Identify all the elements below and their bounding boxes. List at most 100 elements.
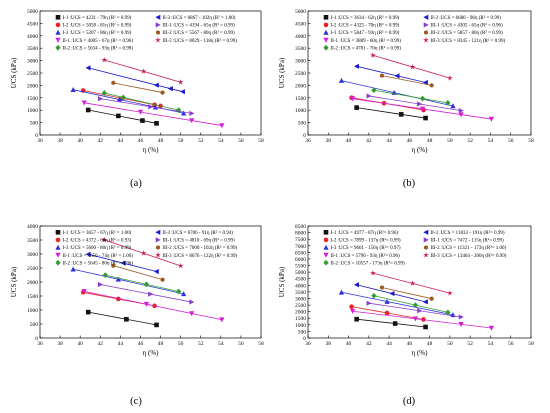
y-tick-label: 3500: [27, 46, 38, 52]
legend-marker: [323, 37, 329, 43]
data-point: [458, 322, 464, 328]
legend-marker: [323, 22, 329, 28]
x-tick-label: 58: [528, 341, 534, 347]
y-tick-label: 500: [298, 329, 307, 335]
y-tick-label: 1500: [27, 294, 38, 300]
data-point: [389, 290, 395, 297]
data-point: [488, 116, 495, 122]
data-point: [369, 270, 376, 276]
legend-item-iii-1: III-1 :UCS = 4305 - 65η (R² = 0.96): [423, 22, 503, 29]
legend-item-ii-3: II-3 :UCS = 11833 - 191η (R²= 0.99): [423, 229, 505, 236]
data-point: [394, 73, 400, 79]
y-tick-label: 4000: [295, 34, 306, 40]
fit-line: [113, 82, 163, 93]
x-tick-label: 36: [305, 341, 311, 347]
data-point: [148, 291, 154, 297]
legend-label: II-3 :UCS = 6867 - 102η (R² = 1.00): [163, 15, 236, 21]
data-point: [111, 263, 116, 268]
legend-label: II-2 :UCS = 10557 - 173η (R²= 0.99): [331, 260, 406, 266]
y-tick-label: 2500: [295, 303, 306, 309]
fit-line: [88, 311, 157, 326]
data-point: [458, 314, 464, 320]
legend-item-ii-3: II-3 :UCS = 6706 - 91η (R² = 0.94): [155, 229, 233, 236]
y-tick-label: 1500: [295, 96, 306, 102]
data-point: [423, 115, 428, 121]
y-tick-label: 4500: [295, 277, 306, 283]
legend-item-iii-3: III-3 :UCS = 8676 - 122η (R² = 0.99): [155, 252, 237, 259]
y-axis-label: UCS (kPa): [278, 57, 286, 88]
y-axis-label: UCS (kPa): [278, 266, 286, 297]
legend-item-i-3: I-3 :UCS = 9601 - 156η (R²= 0.97): [323, 244, 401, 251]
y-tick-label: 5000: [295, 9, 306, 15]
series-i-3: [338, 289, 456, 318]
data-point: [354, 316, 359, 322]
legend-label: I-3 :UCS = 5207 - 86η (R² = 0.99): [63, 30, 132, 36]
y-tick-label: 6000: [295, 257, 306, 263]
fit-line: [73, 268, 184, 295]
legend: I-1 :UCS = 3657 - 67η (R² = 1.00) I-2 :UC…: [55, 229, 237, 266]
x-tick-label: 50: [447, 341, 453, 347]
series-i-3: [70, 266, 187, 297]
legend-marker: [323, 230, 329, 235]
data-point: [189, 299, 195, 305]
x-tick-label: 58: [528, 138, 534, 144]
data-point: [70, 266, 76, 272]
data-point: [81, 289, 87, 295]
y-tick-label: 1500: [27, 96, 38, 102]
data-point: [423, 324, 428, 330]
y-tick-label: 8500: [295, 224, 306, 230]
data-point: [140, 250, 147, 256]
data-point: [176, 107, 182, 114]
legend-label: I-1 :UCS = 4231 - 79η (R² = 0.99): [63, 15, 132, 21]
data-point: [101, 90, 107, 96]
y-tick-label: 0: [35, 336, 38, 342]
legend-marker: [55, 29, 61, 35]
legend-marker: [323, 252, 329, 258]
x-tick-label: 40: [346, 341, 352, 347]
legend-label: I-2 :UCS = 5058 - 81η (R² = 0.99): [63, 23, 132, 29]
legend-marker: [423, 229, 429, 235]
data-point: [179, 89, 185, 95]
legend-marker: [323, 44, 329, 51]
x-tick-label: 54: [488, 341, 494, 347]
plot-frame: [307, 10, 532, 136]
data-point: [417, 101, 423, 107]
data-point: [353, 63, 359, 69]
legend-item-iii-1: III-1 :UCS = 4810 - 69η (R² = 0.99): [155, 237, 235, 244]
legend-item-ii-1: II-1 :UCS = 3889 - 60η (R² = 0.99): [323, 37, 401, 44]
chart-panel-4: 36 38 40 42 44 46 48 50 52 54 56 58 0500100015002000…: [278, 224, 534, 407]
x-tick-label: 40: [346, 138, 352, 144]
data-point: [349, 304, 354, 309]
data-point: [412, 316, 419, 322]
legend-label: II-2 :UCS = 4781 - 70η (R² = 0.99): [331, 45, 402, 51]
chart-panel-3: 36 38 40 42 44 46 48 50 52 54 56 58 0 500 1000 1500 2000…: [10, 224, 264, 407]
legend-label: II-2 :UCS = 5634 - 93η (R² = 0.99): [63, 45, 134, 51]
series-iii-2: [380, 73, 434, 88]
panel-caption: (a): [130, 178, 142, 189]
data-point: [446, 74, 453, 81]
fit-line: [352, 310, 492, 329]
series-ii-2: [101, 90, 182, 114]
plot-frame: [39, 10, 262, 136]
x-tick-label: 52: [467, 341, 473, 347]
y-tick-label: 3000: [295, 59, 306, 65]
y-tick-label: 3500: [295, 46, 306, 52]
series-i-1: [85, 107, 159, 126]
legend-item-ii-1: II-1 :UCS = 5790 - 93η (R²= 0.96): [323, 253, 400, 259]
data-point: [458, 112, 464, 118]
legend-label: II-1 :UCS = 4656 - 74η (R² = 1.00): [63, 253, 134, 259]
y-tick-label: 0: [35, 133, 38, 139]
series-ii-1: [81, 289, 225, 323]
legend-marker: [55, 37, 61, 43]
data-point: [369, 52, 376, 58]
legend-item-i-3: I-3 :UCS = 5600 - 80η (R² = 0.99): [55, 244, 132, 251]
fit-line: [341, 291, 454, 316]
legend-marker: [155, 14, 161, 20]
x-tick-label: 44: [118, 341, 124, 347]
legend-marker: [423, 37, 429, 43]
data-point: [111, 80, 116, 86]
data-point: [417, 308, 423, 314]
y-axis-label: UCS (kPa): [10, 266, 18, 297]
x-tick-label: 38: [326, 138, 332, 144]
data-point: [380, 73, 384, 78]
